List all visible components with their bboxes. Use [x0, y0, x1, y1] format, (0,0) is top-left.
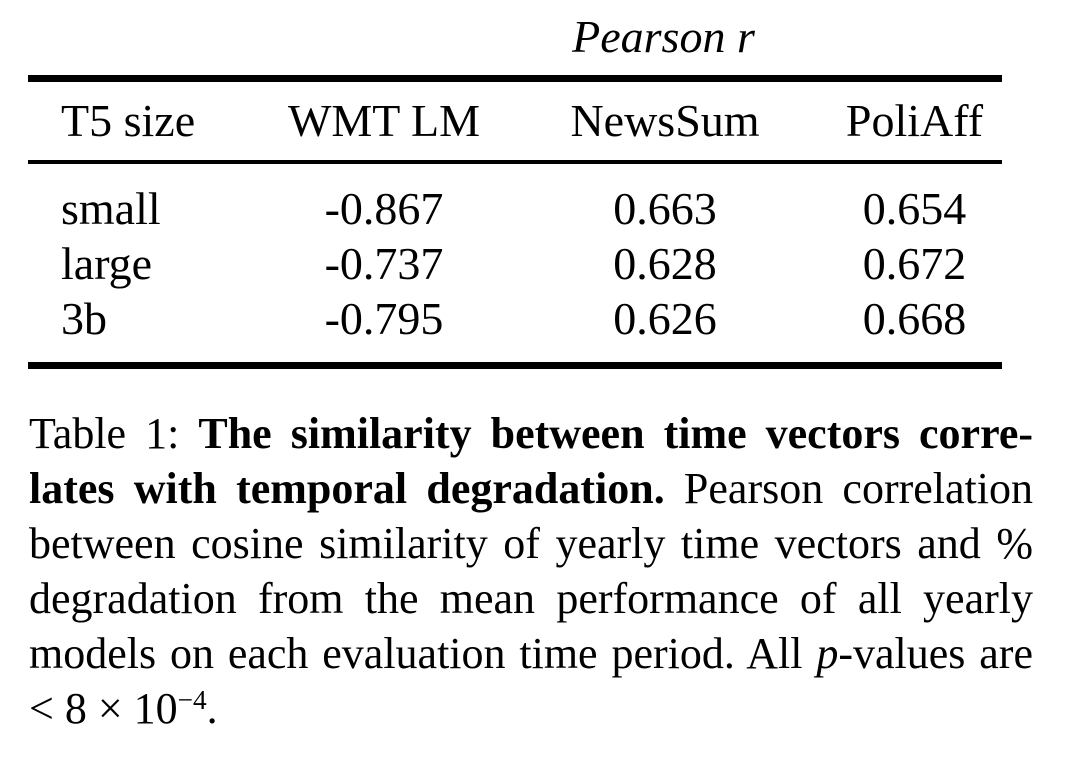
column-header-poliaff: PoliAff [845, 95, 984, 146]
caption-line: between cosine similarity of yearly time… [29, 516, 1033, 571]
caption-text: degradation from the mean performance of… [29, 574, 1033, 623]
cell-wmt-lm: -0.795 [324, 293, 444, 344]
caption-line: < 8 × 10−4. [29, 681, 1033, 742]
caption-bold-title: The similarity between time vectors corr… [198, 409, 1034, 458]
table-top-rule [28, 75, 1002, 82]
table-caption: Table 1: The similarity between time vec… [29, 406, 1033, 742]
cell-wmt-lm: -0.737 [324, 238, 444, 289]
table-bottom-rule [28, 362, 1002, 369]
caption-line: degradation from the mean performance of… [29, 571, 1033, 626]
group-header-spacer [28, 12, 265, 62]
caption-bold-title: lates with temporal degradation. [29, 464, 665, 513]
row-label: 3b [61, 293, 107, 344]
caption-line: models on each evaluation time period. A… [29, 626, 1033, 681]
caption-line: Table 1: The similarity between time vec… [29, 406, 1033, 461]
caption-math: < 8 × 10 [29, 684, 178, 733]
table-mid-rule [28, 160, 1002, 164]
cell-newssum: 0.663 [613, 183, 717, 234]
caption-line: lates with temporal degradation. Pearson… [29, 461, 1033, 516]
caption-exponent: −4 [177, 685, 207, 716]
cell-poliaff: 0.654 [862, 183, 967, 234]
cell-newssum: 0.626 [613, 293, 717, 344]
table-row-3b: 3b -0.795 0.626 0.668 [28, 291, 1002, 346]
table-row-small: small -0.867 0.663 0.654 [28, 181, 1002, 236]
table-body: small -0.867 0.663 0.654 large -0.737 0.… [28, 164, 1002, 362]
cell-wmt-lm: -0.867 [324, 183, 444, 234]
table-header-row: T5 size WMT LM NewsSum PoliAff [28, 82, 1002, 160]
caption-text: between cosine similarity of yearly time… [29, 519, 1033, 568]
column-header-t5-size: T5 size [61, 95, 196, 146]
caption-text: models on each evaluation time period. A… [29, 629, 817, 678]
table-group-header-row: Pearson r [28, 0, 1002, 62]
caption-text: Pearson correlation [664, 464, 1033, 513]
row-label: large [61, 238, 153, 289]
caption-period: . [206, 684, 218, 733]
row-label: small [61, 183, 161, 234]
table-row-large: large -0.737 0.628 0.672 [28, 236, 1002, 291]
cell-poliaff: 0.672 [862, 238, 967, 289]
column-header-newssum: NewsSum [570, 95, 760, 146]
results-table: Pearson r T5 size WMT LM NewsSum PoliAff… [28, 0, 1002, 369]
caption-p-variable: p [816, 629, 839, 678]
caption-label: Table 1: [29, 409, 199, 458]
group-header-pearson-r: Pearson r [572, 11, 755, 62]
caption-text: -values are [838, 629, 1033, 678]
cell-poliaff: 0.668 [862, 293, 967, 344]
cell-newssum: 0.628 [613, 238, 717, 289]
column-header-wmt-lm: WMT LM [287, 95, 481, 146]
